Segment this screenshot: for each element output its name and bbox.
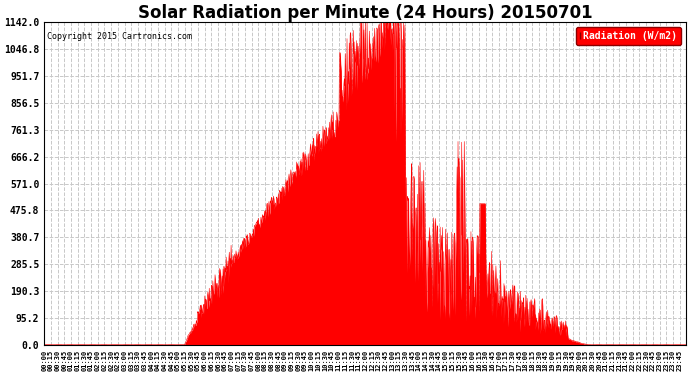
Legend: Radiation (W/m2): Radiation (W/m2) [576,27,681,45]
Text: Copyright 2015 Cartronics.com: Copyright 2015 Cartronics.com [48,32,193,41]
Title: Solar Radiation per Minute (24 Hours) 20150701: Solar Radiation per Minute (24 Hours) 20… [138,4,593,22]
